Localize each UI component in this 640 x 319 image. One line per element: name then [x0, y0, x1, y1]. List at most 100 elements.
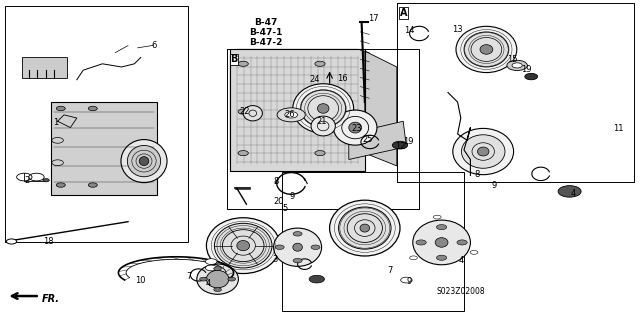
- Text: 4: 4: [205, 279, 211, 288]
- Circle shape: [228, 277, 236, 281]
- Bar: [5, 6, 188, 242]
- Text: 4: 4: [570, 189, 575, 198]
- Circle shape: [311, 245, 320, 249]
- Circle shape: [214, 288, 221, 292]
- Text: 20: 20: [274, 197, 284, 206]
- Circle shape: [56, 106, 65, 111]
- Text: 19: 19: [521, 65, 531, 74]
- Circle shape: [457, 240, 467, 245]
- Circle shape: [293, 232, 302, 236]
- Text: 18: 18: [43, 237, 53, 246]
- Text: 16: 16: [337, 74, 348, 83]
- Text: 13: 13: [452, 25, 463, 34]
- Circle shape: [88, 183, 97, 187]
- Text: 3: 3: [273, 256, 278, 264]
- Circle shape: [293, 258, 302, 263]
- Circle shape: [525, 73, 538, 80]
- Text: 26: 26: [285, 110, 295, 119]
- Text: 9: 9: [492, 181, 497, 189]
- Text: FR.: FR.: [42, 294, 60, 304]
- Circle shape: [512, 63, 522, 68]
- Ellipse shape: [461, 135, 505, 168]
- Ellipse shape: [237, 241, 250, 251]
- Ellipse shape: [121, 140, 167, 182]
- Text: S023Z02008: S023Z02008: [436, 287, 485, 296]
- Circle shape: [436, 225, 447, 230]
- Ellipse shape: [311, 116, 335, 136]
- Text: A: A: [400, 8, 408, 18]
- Text: 6: 6: [151, 41, 156, 50]
- Circle shape: [205, 259, 217, 264]
- Circle shape: [205, 265, 217, 271]
- Circle shape: [392, 141, 408, 149]
- Polygon shape: [349, 121, 406, 160]
- Text: 1: 1: [53, 118, 58, 127]
- Circle shape: [433, 215, 441, 219]
- Text: 4: 4: [458, 256, 463, 265]
- Circle shape: [470, 250, 478, 254]
- Circle shape: [238, 109, 248, 114]
- Text: 9: 9: [407, 277, 412, 286]
- Text: 7: 7: [387, 266, 392, 275]
- Text: 7: 7: [186, 272, 191, 281]
- Circle shape: [507, 60, 527, 70]
- Ellipse shape: [206, 218, 280, 274]
- Text: 10: 10: [136, 276, 146, 285]
- Circle shape: [200, 277, 207, 281]
- Circle shape: [436, 255, 447, 260]
- Ellipse shape: [435, 238, 448, 247]
- Ellipse shape: [453, 129, 514, 175]
- Circle shape: [238, 61, 248, 66]
- Circle shape: [88, 106, 97, 111]
- Polygon shape: [365, 51, 397, 166]
- Text: 8: 8: [474, 170, 479, 179]
- Ellipse shape: [293, 84, 353, 133]
- Bar: [282, 172, 464, 311]
- Text: B: B: [230, 54, 238, 64]
- Bar: [230, 49, 365, 171]
- Text: 17: 17: [368, 14, 378, 23]
- Circle shape: [275, 245, 284, 249]
- Text: 21: 21: [316, 117, 326, 126]
- Text: 25: 25: [362, 135, 372, 144]
- Text: B-47
B-47-1
B-47-2: B-47 B-47-1 B-47-2: [249, 18, 282, 47]
- Text: 14: 14: [404, 26, 415, 35]
- Text: 15: 15: [507, 56, 517, 64]
- Ellipse shape: [360, 224, 370, 232]
- Ellipse shape: [317, 104, 329, 113]
- Ellipse shape: [301, 90, 346, 127]
- Ellipse shape: [464, 32, 509, 67]
- Circle shape: [214, 267, 221, 271]
- Circle shape: [277, 108, 305, 122]
- Circle shape: [238, 151, 248, 156]
- Circle shape: [315, 109, 325, 114]
- Ellipse shape: [197, 264, 239, 294]
- Circle shape: [285, 112, 298, 118]
- Text: 12: 12: [395, 142, 405, 151]
- Ellipse shape: [140, 157, 149, 166]
- Bar: [51, 102, 157, 195]
- Ellipse shape: [243, 106, 262, 121]
- Ellipse shape: [339, 207, 391, 249]
- Text: 19: 19: [403, 137, 413, 146]
- Ellipse shape: [413, 220, 470, 265]
- Ellipse shape: [127, 145, 161, 177]
- Ellipse shape: [349, 122, 362, 133]
- Text: 8: 8: [274, 177, 279, 186]
- Circle shape: [558, 186, 581, 197]
- Ellipse shape: [480, 45, 493, 54]
- Ellipse shape: [274, 228, 322, 266]
- Ellipse shape: [333, 110, 377, 145]
- Circle shape: [6, 239, 17, 244]
- Ellipse shape: [214, 223, 272, 268]
- Bar: [230, 49, 365, 171]
- Circle shape: [43, 179, 49, 182]
- Text: 5: 5: [282, 204, 287, 213]
- Circle shape: [401, 277, 412, 283]
- Circle shape: [315, 61, 325, 66]
- Ellipse shape: [477, 147, 489, 156]
- Text: 24: 24: [310, 75, 320, 84]
- Circle shape: [56, 183, 65, 187]
- Ellipse shape: [456, 26, 517, 73]
- Text: 2: 2: [24, 176, 29, 185]
